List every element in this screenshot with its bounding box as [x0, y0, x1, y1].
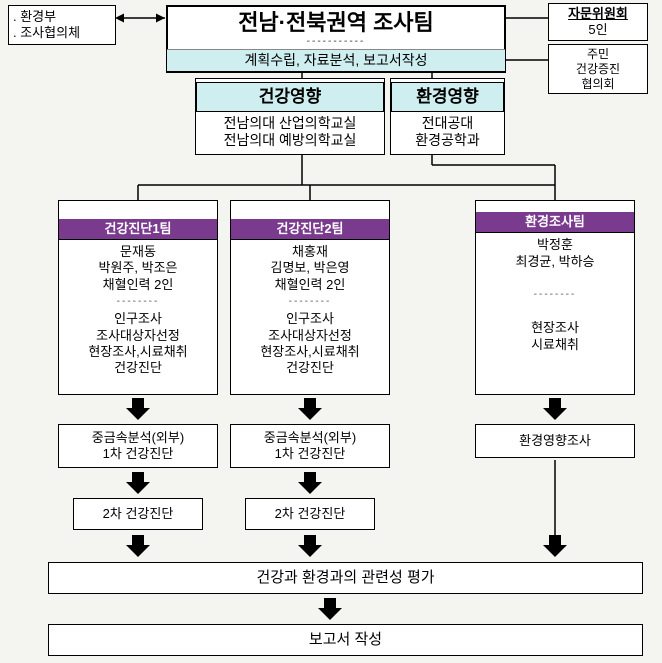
team2-header: 건강진단2팀: [231, 219, 389, 240]
env-l1: 전대공대: [422, 112, 474, 133]
env-impact-box: 환경영향 전대공대 환경공학과: [390, 78, 505, 155]
resident-l3: 협의회: [581, 77, 614, 92]
team2-t2: 조사대상자선정: [268, 328, 352, 344]
resident-box: 주민 건강증진 협의회: [548, 44, 648, 94]
second1-label: 2차 건강진단: [103, 506, 174, 522]
team3-t2: 시료채취: [531, 337, 579, 353]
team3-box: 환경조사팀 박정훈 최경균, 박하승 -------- 현장조사 시료채취: [475, 200, 635, 395]
health-impact-box: 건강영향 전남의대 산업의학교실 전남의대 예방의학교실: [195, 78, 385, 155]
analysis3-box: 환경영향조사: [475, 424, 635, 458]
team2-p3: 채혈인력 2인: [275, 277, 346, 293]
main-team-title: 전남·전북권역 조사팀: [238, 9, 434, 37]
left-line2: . 조사협의체: [13, 25, 80, 41]
main-dash: -----------: [307, 36, 366, 49]
env-impact-header: 환경영향: [391, 82, 504, 111]
advisory-box: 자문위원회 5인: [548, 3, 648, 41]
left-line1: . 환경부: [13, 9, 56, 25]
team1-t1: 인구조사: [114, 311, 162, 327]
relation-label: 건강과 환경과의 관련성 평가: [256, 569, 434, 588]
main-team-box: 전남·전북권역 조사팀 ----------- 계획수립, 자료분석, 보고서작…: [166, 5, 506, 73]
team2-t4: 건강진단: [286, 360, 334, 376]
resident-l1: 주민: [587, 47, 609, 62]
team1-p2: 박원주, 박조은: [99, 260, 178, 276]
team1-t3: 현장조사,시료채취: [88, 344, 187, 360]
second2-box: 2차 건강진단: [245, 498, 375, 530]
analysis3-label: 환경영향조사: [519, 433, 591, 449]
main-team-subtitle: 계획수립, 자료분석, 보고서작성: [167, 49, 505, 72]
team1-header: 건강진단1팀: [59, 219, 217, 240]
health-l2: 전남의대 예방의학교실: [224, 132, 357, 150]
team1-t2: 조사대상자선정: [96, 328, 180, 344]
team1-p1: 문재동: [120, 240, 156, 260]
analysis1-l2: 1차 건강진단: [103, 446, 174, 462]
team1-p3: 채혈인력 2인: [103, 277, 174, 293]
team3-dash: --------: [534, 286, 577, 305]
team2-dash: --------: [289, 293, 332, 312]
advisory-sub: 5인: [588, 22, 607, 38]
team2-p2: 김명보, 박은영: [271, 260, 350, 276]
team2-t3: 현장조사,시료채취: [260, 344, 359, 360]
team2-p1: 채홍재: [292, 240, 328, 260]
team3-p1: 박정훈: [537, 233, 573, 253]
analysis2-l1: 중금속분석(외부): [264, 430, 356, 446]
second1-box: 2차 건강진단: [73, 498, 203, 530]
team1-box: 건강진단1팀 문재동 박원주, 박조은 채혈인력 2인 -------- 인구조…: [58, 200, 218, 395]
second2-label: 2차 건강진단: [275, 506, 346, 522]
left-org-box: . 환경부 . 조사협의체: [8, 5, 116, 45]
team2-t1: 인구조사: [286, 311, 334, 327]
resident-l2: 건강증진: [576, 62, 620, 77]
advisory-title: 자문위원회: [568, 6, 628, 22]
env-l2: 환경공학과: [415, 132, 479, 150]
team3-t1: 현장조사: [531, 320, 579, 336]
team3-header: 환경조사팀: [476, 212, 634, 233]
analysis2-box: 중금속분석(외부) 1차 건강진단: [230, 424, 390, 468]
relation-box: 건강과 환경과의 관련성 평가: [48, 562, 643, 594]
team1-dash: --------: [117, 293, 160, 312]
health-impact-header: 건강영향: [196, 82, 384, 111]
report-label: 보고서 작성: [309, 631, 382, 650]
team1-t4: 건강진단: [114, 360, 162, 376]
team3-p2: 최경균, 박하승: [516, 254, 595, 270]
analysis1-l1: 중금속분석(외부): [92, 430, 184, 446]
report-box: 보고서 작성: [48, 624, 643, 656]
analysis2-l2: 1차 건강진단: [275, 446, 346, 462]
team2-box: 건강진단2팀 채홍재 김명보, 박은영 채혈인력 2인 -------- 인구조…: [230, 200, 390, 395]
analysis1-box: 중금속분석(외부) 1차 건강진단: [58, 424, 218, 468]
health-l1: 전남의대 산업의학교실: [224, 112, 357, 133]
